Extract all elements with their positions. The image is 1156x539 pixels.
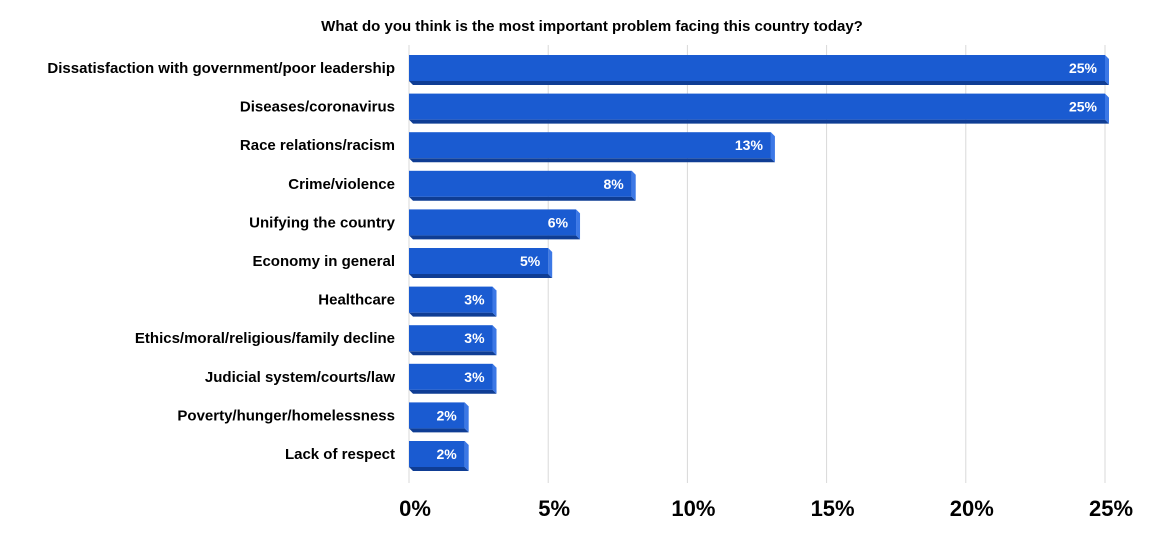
bar-group: 6% xyxy=(409,209,581,240)
bar-bottom-face xyxy=(409,428,469,433)
bar-bottom-face xyxy=(409,389,497,394)
data-label: 13% xyxy=(735,137,764,153)
bar xyxy=(409,248,549,274)
data-label: 3% xyxy=(464,330,485,346)
data-label: 2% xyxy=(436,446,457,462)
x-tick-label: 5% xyxy=(538,496,570,521)
bar-bottom-face xyxy=(409,274,553,278)
data-label: 25% xyxy=(1069,99,1098,115)
data-label: 5% xyxy=(520,253,541,269)
category-label: Judicial system/courts/law xyxy=(205,369,395,386)
bar-side-face xyxy=(492,286,497,317)
x-tick-label: 25% xyxy=(1089,496,1133,521)
category-label: Diseases/coronavirus xyxy=(240,99,395,116)
category-label: Ethics/moral/religious/family decline xyxy=(135,330,395,347)
bar-side-face xyxy=(492,325,497,356)
data-label: 3% xyxy=(464,292,485,308)
category-label: Healthcare xyxy=(318,292,395,309)
bars: 25% 25% 13% 8% 6% 5% 3% 3% 3% 2% 2% xyxy=(409,55,1109,471)
category-label: Economy in general xyxy=(252,253,395,270)
bar-side-face xyxy=(464,441,469,471)
bar xyxy=(409,325,493,352)
bar-group: 2% xyxy=(409,441,469,471)
x-tick-label: 0% xyxy=(399,496,431,521)
bar xyxy=(409,132,771,159)
bar-group: 2% xyxy=(409,402,469,433)
bar-group: 3% xyxy=(409,286,497,317)
data-label: 6% xyxy=(548,214,569,230)
bar xyxy=(409,286,493,313)
bar xyxy=(409,209,577,236)
bar xyxy=(409,402,465,429)
bar-bottom-face xyxy=(409,81,1109,85)
data-label: 3% xyxy=(464,369,485,385)
bar-group: 13% xyxy=(409,132,775,163)
data-label: 8% xyxy=(603,176,624,192)
bar-side-face xyxy=(1105,55,1109,85)
bar-side-face xyxy=(1105,93,1109,124)
bar-group: 3% xyxy=(409,325,497,356)
bar-bottom-face xyxy=(409,235,581,240)
bar-side-face xyxy=(492,363,497,394)
chart-title: What do you think is the most important … xyxy=(321,18,863,35)
bar xyxy=(409,55,1105,81)
category-label: Unifying the country xyxy=(249,214,395,231)
bar-bottom-face xyxy=(409,467,469,471)
bar-bottom-face xyxy=(409,158,775,163)
x-tick-label: 15% xyxy=(811,496,855,521)
category-label: Crime/violence xyxy=(288,176,395,193)
bar-group: 5% xyxy=(409,248,553,278)
category-label: Lack of respect xyxy=(285,446,395,463)
x-tick-label: 20% xyxy=(950,496,994,521)
category-label: Race relations/racism xyxy=(240,137,395,154)
x-axis-tick-labels: 0% 5% 10% 15% 20% 25% xyxy=(399,496,1133,521)
bar-group: 25% xyxy=(409,93,1109,124)
category-label: Dissatisfaction with government/poor lea… xyxy=(47,60,395,77)
category-label: Poverty/hunger/homelessness xyxy=(177,407,395,424)
bar-side-face xyxy=(464,402,469,433)
bar-side-face xyxy=(576,209,581,240)
bar-side-face xyxy=(770,132,775,163)
bar xyxy=(409,363,493,390)
bar-bottom-face xyxy=(409,312,497,317)
category-labels: Dissatisfaction with government/poor lea… xyxy=(47,60,395,463)
bar-group: 3% xyxy=(409,363,497,394)
data-label: 2% xyxy=(436,407,457,423)
bar-group: 8% xyxy=(409,170,636,201)
bar-bottom-face xyxy=(409,119,1109,124)
bar xyxy=(409,170,632,197)
bar xyxy=(409,93,1105,120)
bar-side-face xyxy=(548,248,553,278)
bar-side-face xyxy=(631,170,636,201)
bar-bottom-face xyxy=(409,196,636,201)
bar-bottom-face xyxy=(409,351,497,356)
x-tick-label: 10% xyxy=(671,496,715,521)
bar-group: 25% xyxy=(409,55,1109,85)
bar xyxy=(409,441,465,467)
data-label: 25% xyxy=(1069,60,1098,76)
